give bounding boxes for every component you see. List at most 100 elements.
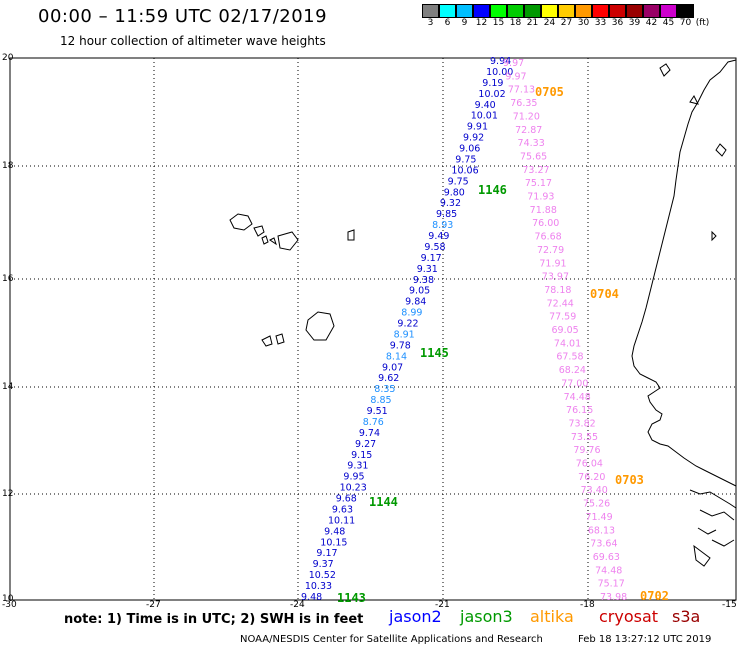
legend-jason2: jason2 <box>389 607 442 626</box>
cryosat-swh-value: 75.26 <box>583 499 610 510</box>
colorbar-label: 27 <box>560 18 573 28</box>
colorbar-label: 12 <box>475 18 488 28</box>
jason2-swh-value: 10.06 <box>451 165 478 176</box>
cryosat-swh-value: 71.49 <box>585 512 612 523</box>
footer-timestamp: Feb 18 13:27:12 UTC 2019 <box>578 634 712 645</box>
colorbar-swatch <box>439 4 456 18</box>
cape-verde-islands <box>229 213 355 347</box>
jason2-swh-value: 9.37 <box>313 559 334 570</box>
cryosat-swh-value: 75.17 <box>525 178 552 189</box>
legend-s3a: s3a <box>672 607 701 626</box>
cryosat-swh-value: 69.63 <box>593 552 620 563</box>
cryosat-swh-value: 74.48 <box>595 565 622 576</box>
coast-islands-south <box>689 489 737 567</box>
cryosat-swh-value: 9.97 <box>503 58 524 69</box>
jason2-swh-value: 9.06 <box>459 144 480 155</box>
jason2-swh-value: 8.91 <box>394 329 415 340</box>
colorbar-label: 3 <box>427 18 434 28</box>
cryosat-swh-value: 77.00 <box>561 378 588 389</box>
units-note: note: 1) Time is in UTC; 2) SWH is in fe… <box>64 612 364 627</box>
jason2-swh-value: 9.63 <box>332 504 353 515</box>
jason-pass-label: 1145 <box>420 346 449 360</box>
altika-pass-label: 0702 <box>640 589 669 603</box>
colorbar-label: 9 <box>461 18 468 28</box>
jason2-swh-value: 10.52 <box>309 570 336 581</box>
jason2-swh-value: 10.33 <box>305 581 332 592</box>
colorbar-swatch <box>660 4 677 18</box>
jason2-swh-value: 10.02 <box>478 89 505 100</box>
cryosat-swh-value: 73.98 <box>600 592 627 603</box>
lon-label--27: -27 <box>146 600 161 610</box>
colorbar-label: 6 <box>444 18 451 28</box>
colorbar-swatch <box>592 4 609 18</box>
jason-pass-label: 1144 <box>369 495 398 509</box>
jason2-swh-value: 8.14 <box>386 351 407 362</box>
lat-label-10: 10 <box>2 594 14 604</box>
cryosat-swh-value: 77.13 <box>508 85 535 96</box>
cryosat-swh-value: 76.15 <box>566 405 593 416</box>
colorbar-swatch <box>643 4 660 18</box>
cryosat-swh-value: 74.33 <box>518 138 545 149</box>
jason-pass-label: 1143 <box>337 591 366 605</box>
cryosat-swh-value: 76.00 <box>532 218 559 229</box>
jason2-swh-value: 9.07 <box>382 362 403 373</box>
colorbar-label: 18 <box>509 18 522 28</box>
cryosat-swh-value: 76.20 <box>578 472 605 483</box>
jason2-swh-value: 9.27 <box>355 439 376 450</box>
colorbar-label: 70 <box>679 18 692 28</box>
map-title: 00:00 – 11:59 UTC 02/17/2019 <box>38 6 328 27</box>
cryosat-swh-value: 69.05 <box>552 325 579 336</box>
jason2-swh-value: 8.85 <box>370 395 391 406</box>
jason2-swh-value: 9.94 <box>490 56 511 67</box>
jason2-swh-value: 9.48 <box>301 592 322 603</box>
lon-label--15: -15 <box>722 600 737 610</box>
legend-cryosat: cryosat <box>599 607 659 626</box>
jason2-swh-value: 9.38 <box>413 275 434 286</box>
grid-lines <box>10 58 736 600</box>
cryosat-swh-value: 76.68 <box>535 232 562 243</box>
cryosat-swh-value: 75.17 <box>598 579 625 590</box>
cryosat-swh-value: 9.97 <box>505 71 526 82</box>
colorbar-label: 45 <box>662 18 675 28</box>
jason2-swh-value: 9.49 <box>428 231 449 242</box>
cryosat-swh-value: 74.48 <box>564 392 591 403</box>
jason2-swh-value: 9.48 <box>324 526 345 537</box>
cryosat-swh-value: 68.13 <box>588 525 615 536</box>
cryosat-swh-value: 73.27 <box>522 165 549 176</box>
colorbar-label: 15 <box>492 18 505 28</box>
cryosat-swh-value: 75.65 <box>520 151 547 162</box>
jason2-swh-value: 9.40 <box>475 100 496 111</box>
jason2-swh-value: 9.85 <box>436 209 457 220</box>
jason2-swh-value: 10.00 <box>486 67 513 78</box>
jason2-swh-value: 9.32 <box>440 198 461 209</box>
jason2-swh-value: 9.80 <box>444 187 465 198</box>
cryosat-swh-value: 72.87 <box>515 125 542 136</box>
lon-label--30: -30 <box>2 600 17 610</box>
altika-pass-label: 0703 <box>615 473 644 487</box>
cryosat-swh-value: 78.18 <box>544 285 571 296</box>
lon-label--18: -18 <box>580 600 595 610</box>
jason2-swh-value: 9.05 <box>409 286 430 297</box>
cryosat-swh-value: 73.82 <box>568 418 595 429</box>
jason2-swh-value: 9.75 <box>448 176 469 187</box>
jason2-swh-value: 9.68 <box>336 494 357 505</box>
africa-coastline <box>631 59 737 487</box>
jason2-swh-value: 9.75 <box>455 154 476 165</box>
legend-altika: altika <box>530 607 574 626</box>
jason2-swh-value: 10.23 <box>340 483 367 494</box>
jason2-swh-value: 9.95 <box>343 472 364 483</box>
colorbar-swatch <box>541 4 558 18</box>
cryosat-swh-value: 74.01 <box>554 338 581 349</box>
colorbar-swatch <box>575 4 592 18</box>
cryosat-swh-value: 77.59 <box>549 312 576 323</box>
colorbar-label: 33 <box>594 18 607 28</box>
jason2-swh-value: 10.15 <box>320 537 347 548</box>
jason2-swh-value: 9.17 <box>421 253 442 264</box>
lat-label-16: 16 <box>2 274 14 284</box>
colorbar-swatch <box>524 4 541 18</box>
jason2-swh-value: 8.76 <box>363 417 384 428</box>
colorbar-swatch <box>422 4 439 18</box>
lat-label-20: 20 <box>2 53 14 63</box>
jason2-swh-value: 9.17 <box>316 548 337 559</box>
